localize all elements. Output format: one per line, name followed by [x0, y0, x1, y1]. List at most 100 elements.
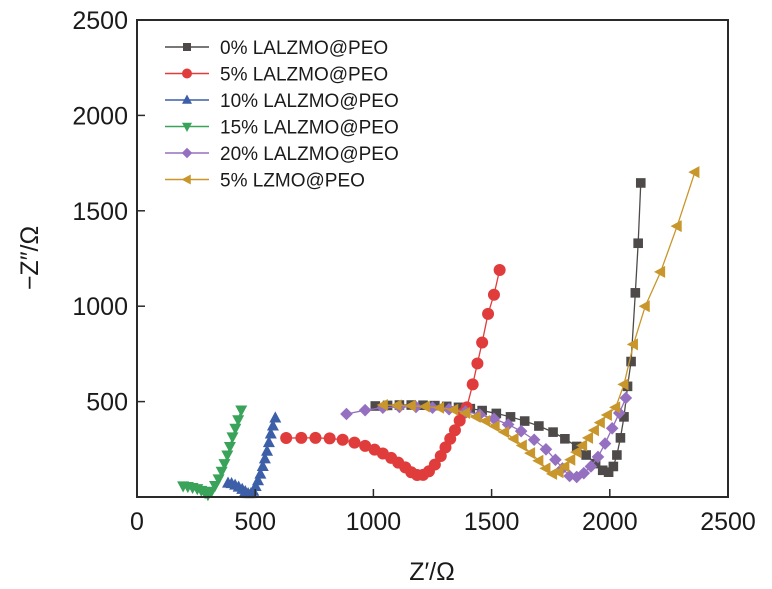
data-point — [221, 450, 234, 462]
data-point — [552, 466, 564, 479]
data-point — [570, 446, 582, 459]
series-3 — [177, 405, 248, 502]
legend-item: 5% LZMO@PEO — [165, 171, 365, 192]
data-point — [564, 453, 576, 466]
data-point — [581, 450, 591, 460]
data-point — [336, 433, 349, 446]
data-point — [254, 467, 267, 479]
data-point — [264, 427, 277, 439]
data-point — [493, 263, 506, 276]
data-point — [323, 432, 336, 445]
data-point — [453, 402, 464, 413]
legend-label: 15% LALZMO@PEO — [220, 118, 399, 139]
data-point — [458, 407, 471, 420]
data-point — [670, 220, 682, 233]
data-point — [612, 450, 622, 460]
data-point — [560, 434, 570, 444]
data-point — [226, 432, 239, 444]
data-point — [218, 459, 231, 471]
data-point — [262, 436, 275, 448]
data-point — [587, 424, 599, 437]
x-tick-label: 0 — [130, 508, 144, 536]
legend-item: 5% LALZMO@PEO — [165, 65, 388, 86]
series-2 — [222, 411, 282, 499]
plot-frame — [136, 19, 729, 498]
legend-marker — [181, 147, 193, 159]
data-point — [261, 444, 274, 456]
data-point — [491, 408, 502, 419]
legend-item: 0% LALZMO@PEO — [165, 38, 388, 59]
data-point — [428, 458, 441, 471]
legend-marker — [183, 43, 191, 51]
data-point — [256, 459, 269, 471]
data-point — [539, 462, 551, 475]
data-point — [359, 439, 372, 452]
data-point — [600, 408, 612, 421]
data-point — [638, 300, 650, 313]
data-point — [348, 436, 361, 449]
data-point — [619, 391, 633, 405]
data-point — [545, 467, 558, 480]
data-point — [688, 166, 700, 179]
data-point — [466, 378, 479, 391]
x-tick-label: 2500 — [700, 508, 756, 536]
data-point — [309, 431, 322, 444]
data-point — [487, 412, 501, 426]
legend-item: 20% LALZMO@PEO — [165, 144, 399, 165]
data-point — [447, 403, 459, 416]
data-point — [249, 479, 262, 492]
data-point — [630, 288, 641, 298]
data-point — [539, 443, 553, 456]
data-point — [223, 441, 236, 454]
x-tick-label: 1000 — [346, 508, 402, 536]
data-point — [487, 288, 500, 301]
series-line — [286, 269, 501, 476]
x-axis-label: Z′/Ω — [409, 558, 455, 586]
data-point — [532, 454, 544, 467]
legend-item: 15% LALZMO@PEO — [165, 118, 399, 139]
data-point — [534, 421, 544, 431]
legend-label: 0% LALZMO@PEO — [220, 38, 388, 59]
data-point — [390, 399, 402, 412]
data-point — [376, 399, 388, 412]
data-point — [501, 418, 515, 431]
y-tick-label: 500 — [86, 389, 128, 417]
data-point — [498, 426, 510, 439]
data-point — [477, 405, 487, 416]
data-point — [258, 452, 271, 464]
data-point — [570, 470, 584, 484]
data-point — [235, 405, 248, 417]
data-point — [295, 431, 308, 444]
series-layer — [177, 166, 700, 502]
data-point — [479, 415, 491, 428]
x-tick-label: 2000 — [582, 508, 638, 536]
data-point — [597, 465, 608, 476]
data-point — [593, 416, 605, 429]
data-point — [581, 431, 594, 444]
data-point — [609, 401, 621, 414]
data-point — [577, 466, 591, 480]
data-point — [590, 458, 601, 469]
data-point — [603, 467, 614, 477]
y-axis-ticks: 500 1000 1500 2000 2500 — [72, 7, 145, 417]
legend-marker — [182, 122, 192, 132]
data-point — [370, 401, 381, 411]
data-point — [266, 419, 279, 431]
data-point — [584, 460, 598, 473]
legend-label: 5% LALZMO@PEO — [220, 65, 388, 86]
data-point — [358, 403, 372, 417]
data-point — [505, 412, 516, 422]
data-point — [252, 474, 265, 486]
data-point — [229, 423, 242, 435]
data-point — [432, 401, 445, 414]
x-axis-ticks: 0 500 1000 1500 2000 2500 — [130, 489, 756, 536]
legend-item: 10% LALZMO@PEO — [165, 91, 399, 112]
data-point — [507, 432, 519, 445]
legend-marker — [182, 68, 192, 79]
data-point — [626, 338, 638, 351]
data-point — [469, 410, 481, 423]
data-point — [591, 450, 605, 464]
data-point — [448, 424, 461, 437]
x-tick-label: 1500 — [464, 508, 520, 536]
